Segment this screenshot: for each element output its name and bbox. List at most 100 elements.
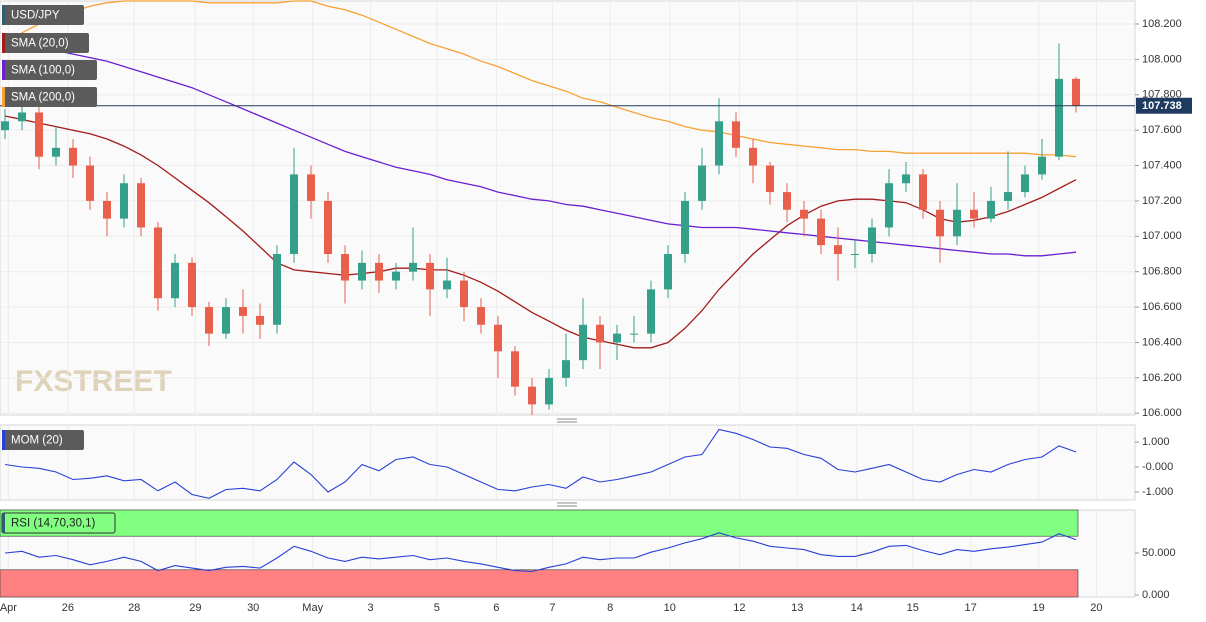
candle-body (409, 262, 418, 272)
candle-body (885, 183, 894, 228)
candle-body (562, 360, 571, 378)
x-tick-label: 14 (851, 602, 863, 614)
legend-label: SMA (100,0) (11, 65, 75, 77)
candle-body (290, 174, 299, 254)
legend-swatch (2, 5, 5, 25)
x-tick-label: 8 (607, 602, 613, 614)
sma-line (4, 39, 1077, 257)
y-tick-label: 106.400 (1142, 336, 1182, 348)
x-tick-label: 28 (128, 602, 140, 614)
splitter[interactable] (557, 418, 577, 423)
main-panel (0, 0, 1136, 416)
x-tick-label: 10 (664, 602, 676, 614)
legend-box (2, 87, 97, 107)
candle-body (375, 262, 384, 281)
candle-body (170, 262, 179, 299)
candle-body (766, 165, 775, 193)
candle-body (545, 377, 554, 405)
candle-body (205, 307, 214, 334)
legend-swatch (2, 33, 5, 53)
candle-body (732, 121, 741, 148)
candle-body (392, 271, 401, 281)
last-price-box (1136, 97, 1192, 114)
legend-box (2, 5, 84, 25)
candle-body (239, 307, 248, 316)
candle-body (511, 351, 520, 387)
legend-swatch (2, 87, 5, 107)
candle-body (307, 174, 316, 201)
candle-body (324, 200, 333, 254)
candle-body (1072, 78, 1081, 106)
last-price-label: 107.738 (1142, 100, 1182, 112)
candle-body (341, 254, 350, 281)
candle-body (477, 307, 486, 325)
candle-body (17, 112, 26, 122)
candle-body (919, 174, 928, 210)
candle-body (256, 315, 265, 325)
x-tick-label: 19 (1032, 602, 1044, 614)
legend-box (2, 33, 89, 53)
candle-body (34, 112, 43, 157)
y-tick-label: 106.200 (1142, 372, 1182, 384)
y-tick-label: 50.000 (1142, 547, 1176, 559)
candle-body (1021, 174, 1030, 193)
candle-body (222, 307, 231, 334)
candle-body (868, 227, 877, 254)
candle-body (749, 147, 758, 166)
x-tick-label: 6 (493, 602, 499, 614)
watermark: FXSTREET (15, 365, 172, 398)
candle-body (664, 254, 673, 290)
x-tick-label: 3 (367, 602, 373, 614)
x-tick-label: 26 (62, 602, 74, 614)
candle-body (68, 147, 77, 166)
legend-label: SMA (20,0) (11, 38, 69, 50)
x-tick-label: 7 (549, 602, 555, 614)
y-tick-label: 1.000 (1142, 436, 1170, 448)
x-tick-label: 5 (434, 602, 440, 614)
legend-swatch (2, 513, 5, 533)
candle-body (153, 227, 162, 299)
y-tick-label: 106.600 (1142, 301, 1182, 313)
indicator-line (4, 532, 1077, 573)
oversold-band (0, 569, 1079, 598)
legend-label: RSI (14,70,30,1) (11, 518, 96, 530)
x-tick-label: 13 (791, 602, 803, 614)
candle-body (902, 174, 911, 184)
candle-body (647, 289, 656, 334)
y-tick-label: 107.800 (1142, 89, 1182, 101)
candle-body (681, 200, 690, 254)
legend-box (2, 430, 84, 450)
splitter[interactable] (557, 502, 577, 507)
candle-body (85, 165, 94, 201)
candle-body (51, 147, 60, 157)
y-tick-label: -0.000 (1142, 461, 1173, 473)
candle-body (426, 262, 435, 290)
candle-body (783, 192, 792, 210)
candle-body (596, 324, 605, 343)
candle-body (528, 386, 537, 405)
mom-panel (0, 424, 1136, 501)
legend-label: SMA (200,0) (11, 92, 75, 104)
candle-body (987, 200, 996, 219)
candle-body (579, 324, 588, 361)
candle-body (936, 209, 945, 237)
legend-box (2, 60, 97, 80)
candle-body (851, 254, 860, 255)
candle-body (1004, 192, 1013, 201)
indicator-line (4, 428, 1077, 499)
y-tick-label: 106.000 (1142, 407, 1182, 419)
legend-label: MOM (20) (11, 435, 63, 447)
candle-body (0, 121, 9, 131)
y-tick-label: 108.200 (1142, 18, 1182, 30)
legend-swatch (2, 430, 5, 450)
y-tick-label: 106.800 (1142, 266, 1182, 278)
candle-body (1055, 78, 1064, 157)
x-tick-label: May (302, 602, 323, 614)
candle-body (460, 280, 469, 308)
sma-line (4, 0, 1077, 158)
y-tick-label: 107.000 (1142, 230, 1182, 242)
overbought-band (0, 509, 1079, 537)
x-tick-label: 12 (733, 602, 745, 614)
